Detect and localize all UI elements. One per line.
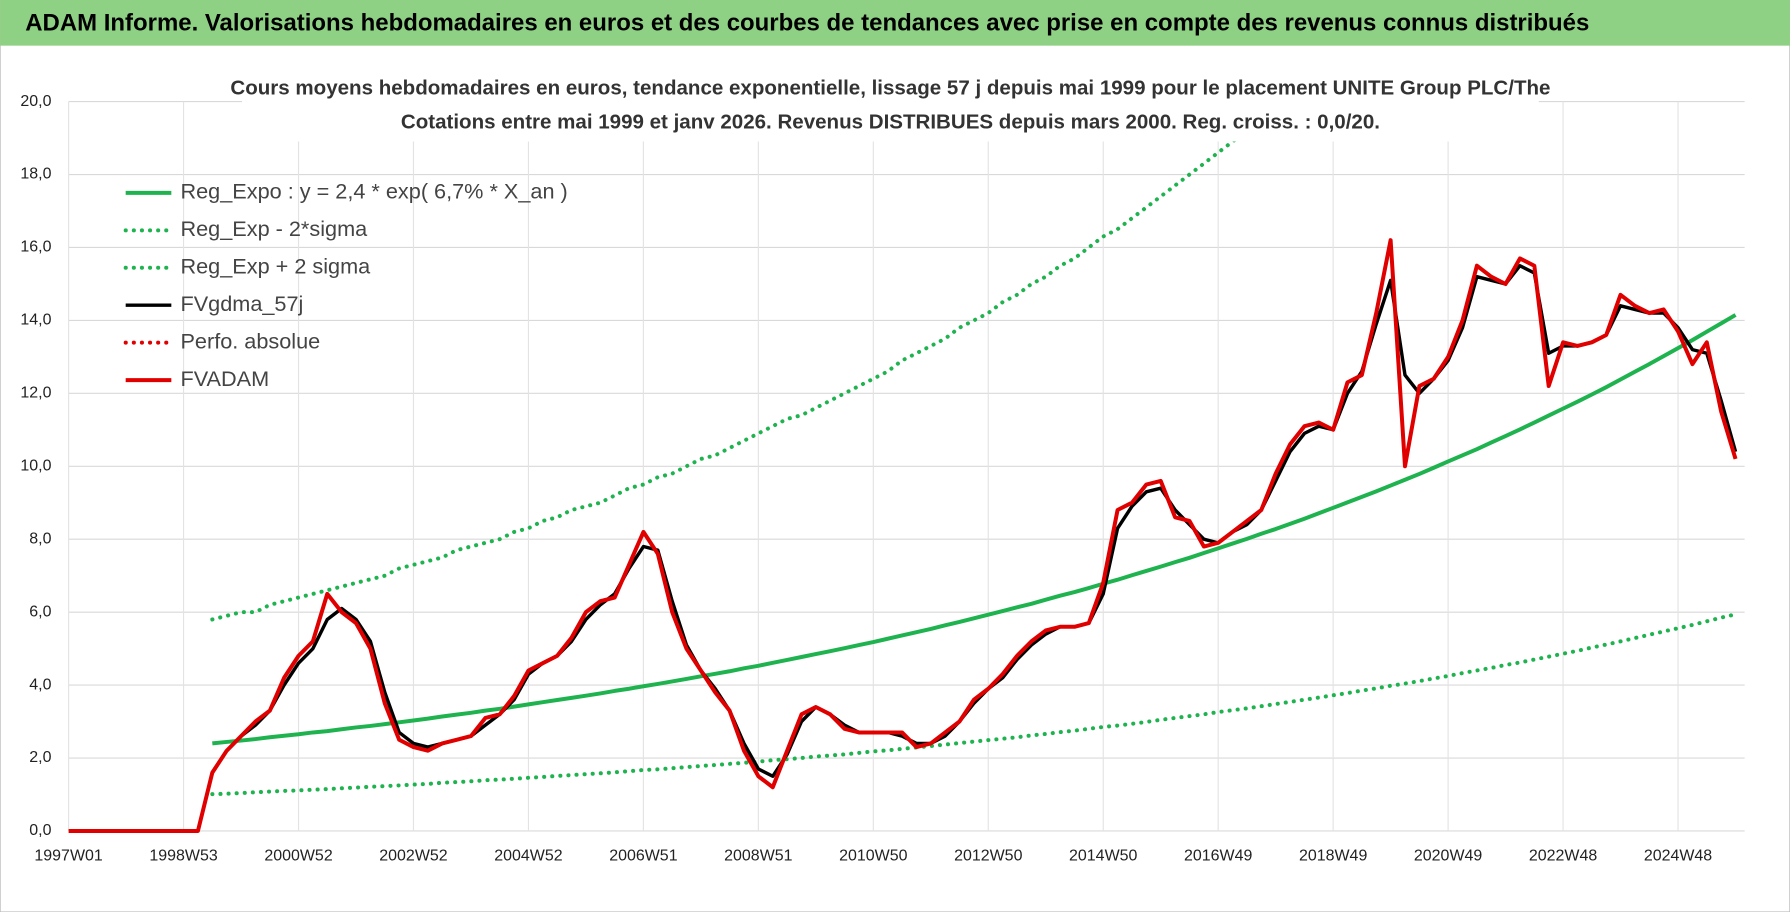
series-line [68,238,1738,833]
header-bar [0,0,1790,46]
x-tick-label: 2014W50 [1069,847,1137,864]
legend-label: Reg_Expo : y = 2,4 * exp( 6,7% * X_an ) [180,179,567,204]
x-tick-label: 2004W52 [494,847,562,864]
y-tick-label: 18,0 [20,166,51,183]
legend-label: Reg_Exp + 2 sigma [180,254,371,279]
chart-subtitle: Cotations entre mai 1999 et janv 2026. R… [401,111,1380,134]
y-tick-label: 10,0 [20,457,51,474]
grid: 0,0 2,0 4,0 6,0 8,0 10,0 12,0 14,0 16,0 18,0 20,0 1… [20,93,1745,864]
x-tick-label: 1997W01 [34,847,102,864]
x-tick-label: 2002W52 [379,847,447,864]
x-tick-label: 2000W52 [264,847,332,864]
y-tick-label: 0,0 [29,822,51,839]
x-tick-label: 2016W49 [1184,847,1252,864]
title-backdrop [242,70,1539,142]
legend: Reg_Expo : y = 2,4 * exp( 6,7% * X_an ) R… [123,179,568,391]
y-tick-label: 2,0 [29,749,51,766]
legend-label: FVgdma_57j [180,291,303,316]
x-tick-label: 2020W49 [1414,847,1482,864]
legend-label: Perfo. absolue [180,328,320,353]
legend-label: Reg_Exp - 2*sigma [180,216,368,241]
y-tick-label: 4,0 [29,676,51,693]
x-tick-label: 2022W48 [1529,847,1597,864]
y-tick-label: 6,0 [29,603,51,620]
chart-title: Cours moyens hebdomadaires en euros, ten… [230,76,1550,99]
y-tick-label: 12,0 [20,385,51,402]
x-tick-label: 2008W51 [724,847,792,864]
x-tick-label: 2012W50 [954,847,1022,864]
series-line [212,313,1737,746]
y-tick-label: 8,0 [29,530,51,547]
y-tick-label: 16,0 [20,239,51,256]
series-line [210,98,1289,622]
y-tick-label: 20,0 [20,93,51,110]
x-tick-label: 2006W51 [609,847,677,864]
plot [68,98,1738,833]
x-tick-label: 2024W48 [1644,847,1712,864]
x-tick-label: 2010W50 [839,847,907,864]
x-tick-label: 1998W53 [149,847,217,864]
y-tick-label: 14,0 [20,312,51,329]
x-tick-label: 2018W49 [1299,847,1367,864]
series-line [210,612,1738,797]
legend-label: FVADAM [180,366,269,391]
header-title: ADAM Informe. Valorisations hebdomadaire… [25,9,1589,36]
